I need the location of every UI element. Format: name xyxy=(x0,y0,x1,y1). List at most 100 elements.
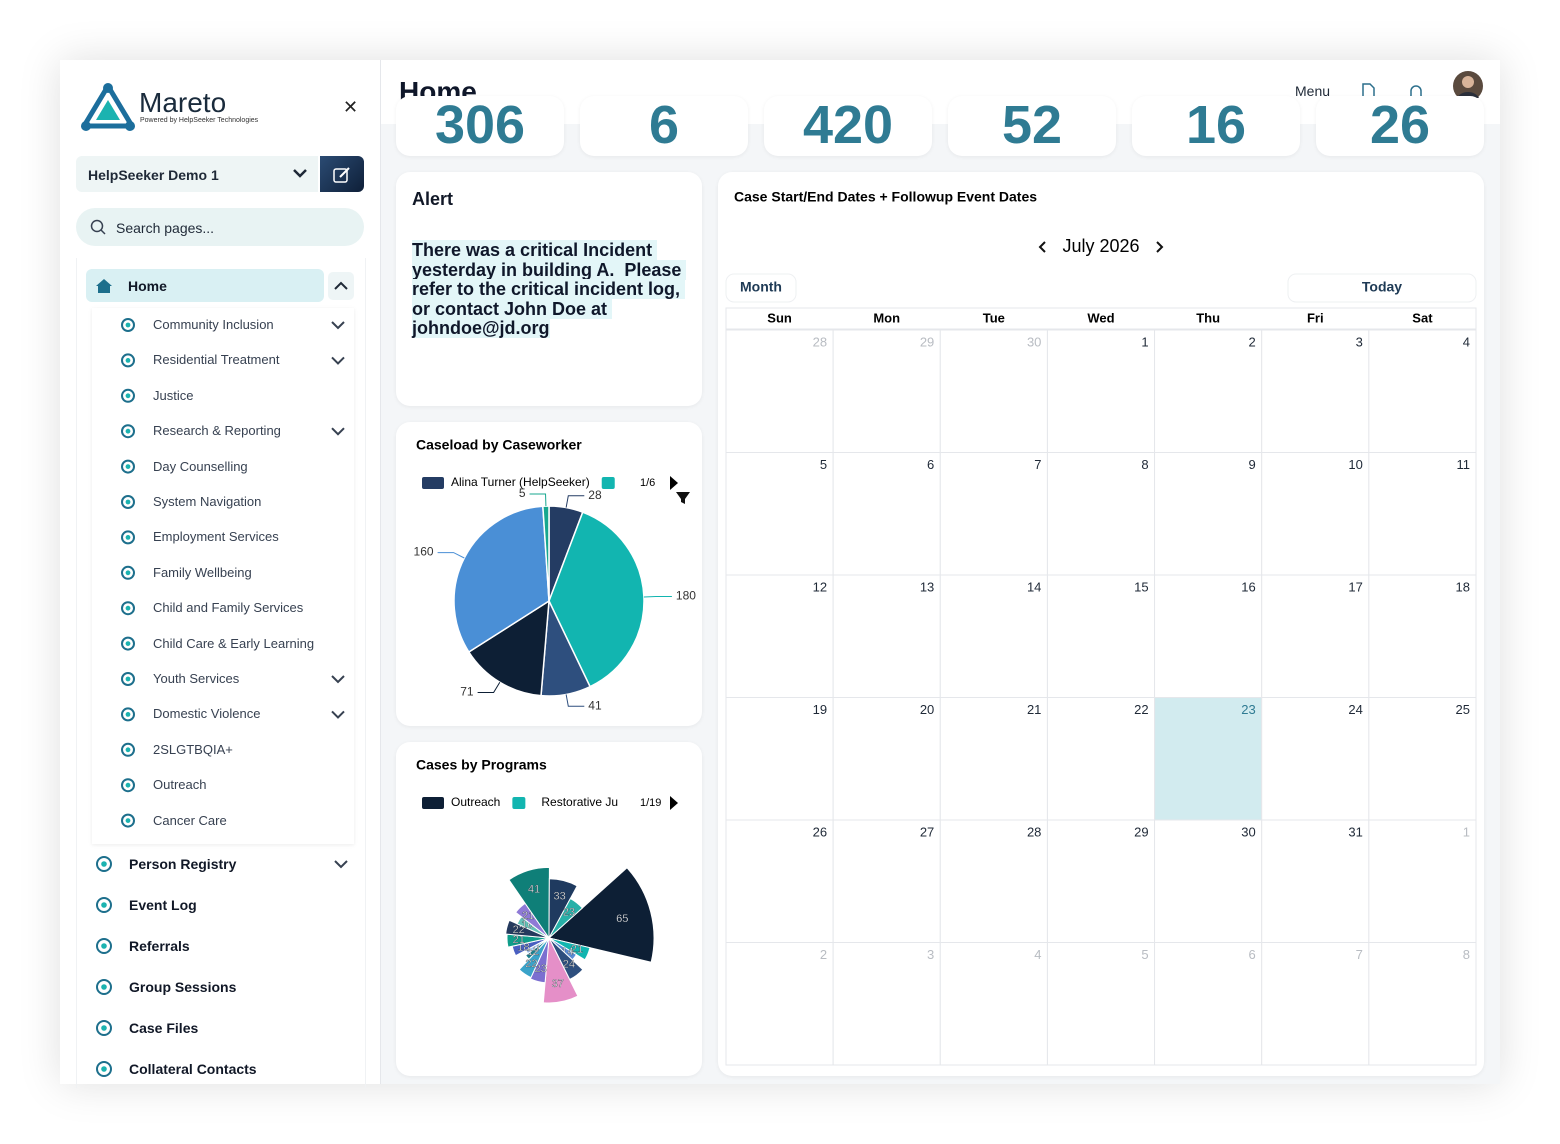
day-cell[interactable] xyxy=(1368,942,1477,1066)
search-placeholder: Search pages... xyxy=(116,220,215,236)
day-cell[interactable] xyxy=(1154,697,1263,821)
nav-item[interactable]: Case Files xyxy=(129,1020,199,1036)
day-cell[interactable] xyxy=(725,697,834,821)
legend-page: 1/19 xyxy=(640,797,661,809)
day-cell[interactable] xyxy=(725,574,834,698)
collapse-button[interactable] xyxy=(328,272,354,300)
edit-button[interactable] xyxy=(320,156,364,192)
day-cell[interactable] xyxy=(725,329,834,453)
day-cell[interactable] xyxy=(1046,574,1156,698)
nav-item[interactable]: Domestic Violence xyxy=(153,706,261,722)
day-cell[interactable] xyxy=(1046,329,1156,453)
day-number: 4 xyxy=(1463,334,1470,349)
day-cell[interactable] xyxy=(939,942,1048,1066)
day-cell[interactable] xyxy=(1368,819,1477,943)
day-cell[interactable] xyxy=(832,942,941,1066)
day-number: 5 xyxy=(1141,947,1148,962)
nav-item[interactable]: Family Wellbeing xyxy=(153,564,252,580)
legend-next[interactable] xyxy=(670,796,678,810)
nav-item[interactable]: Justice xyxy=(153,387,194,403)
day-number: 25 xyxy=(1456,702,1470,717)
day-cell[interactable] xyxy=(1368,452,1477,576)
nav-item[interactable]: Community Inclusion xyxy=(153,317,274,332)
nav-item[interactable]: System Navigation xyxy=(153,494,262,509)
nav-item[interactable]: Child and Family Services xyxy=(153,600,304,616)
day-cell[interactable] xyxy=(1046,452,1156,576)
day-cell[interactable] xyxy=(1046,697,1156,821)
day-cell[interactable] xyxy=(939,452,1048,576)
day-cell[interactable] xyxy=(939,697,1048,821)
legend-next[interactable] xyxy=(670,476,678,490)
calendar-title: Case Start/End Dates + Followup Event Da… xyxy=(734,189,1037,205)
day-cell[interactable] xyxy=(725,452,834,576)
nav-icon xyxy=(101,902,107,908)
close-button[interactable]: ✕ xyxy=(343,97,359,117)
nav-icon xyxy=(125,676,131,682)
data-label: 33 xyxy=(553,891,565,903)
home-icon xyxy=(96,279,112,293)
today-button-label: Today xyxy=(1362,279,1402,295)
nav-item[interactable]: Cancer Care xyxy=(153,812,227,828)
day-cell[interactable] xyxy=(1368,329,1477,453)
nav-item[interactable]: Group Sessions xyxy=(129,979,237,995)
leader-line xyxy=(477,682,501,694)
day-cell[interactable] xyxy=(939,574,1048,698)
prev-month[interactable] xyxy=(1038,241,1046,253)
day-number: 3 xyxy=(1356,334,1363,349)
day-cell[interactable] xyxy=(1261,697,1370,821)
day-number: 15 xyxy=(1134,579,1148,594)
day-cell[interactable] xyxy=(939,329,1048,453)
day-cell[interactable] xyxy=(939,819,1048,943)
nav-item[interactable]: Residential Treatment xyxy=(153,352,280,368)
day-cell[interactable] xyxy=(725,942,834,1066)
day-number: 24 xyxy=(1348,702,1362,717)
day-cell[interactable] xyxy=(1046,942,1156,1066)
day-cell[interactable] xyxy=(832,452,941,576)
org-select[interactable]: HelpSeeker Demo 1 xyxy=(76,156,318,192)
nav-item[interactable]: Collateral Contacts xyxy=(129,1061,257,1077)
today-button[interactable] xyxy=(1287,273,1477,303)
view-button[interactable] xyxy=(725,273,797,303)
day-cell[interactable] xyxy=(1154,452,1263,576)
day-number: 31 xyxy=(1348,824,1362,839)
nav-item[interactable]: Research & Reporting xyxy=(153,423,281,439)
day-cell[interactable] xyxy=(1261,329,1370,453)
nav-item[interactable]: Day Counselling xyxy=(153,458,248,474)
nav-item[interactable]: 2SLGTBQIA+ xyxy=(153,741,233,757)
day-number: 17 xyxy=(1348,579,1362,594)
nav-icon xyxy=(121,565,135,580)
next-month[interactable] xyxy=(1156,241,1164,253)
data-label: 22 xyxy=(513,924,525,936)
pie-slice xyxy=(453,505,550,654)
day-cell[interactable] xyxy=(1261,819,1370,943)
day-cell[interactable] xyxy=(832,697,941,821)
nav-item[interactable]: Referrals xyxy=(129,938,190,954)
day-cell[interactable] xyxy=(1154,329,1263,453)
day-cell[interactable] xyxy=(1261,452,1370,576)
nav-home[interactable]: Home xyxy=(86,269,324,302)
data-label: 37 xyxy=(552,978,564,990)
stat-card: 26 xyxy=(1316,96,1484,156)
day-cell[interactable] xyxy=(1368,697,1477,821)
nav-item[interactable]: Person Registry xyxy=(129,856,237,872)
day-cell[interactable] xyxy=(1154,942,1263,1066)
day-cell[interactable] xyxy=(1154,574,1263,698)
day-cell[interactable] xyxy=(1046,819,1156,943)
day-cell[interactable] xyxy=(1261,574,1370,698)
weekday: Sat xyxy=(1412,310,1433,325)
top-bar: Home Menu xyxy=(381,60,1500,124)
day-cell[interactable] xyxy=(832,574,941,698)
nav-item[interactable]: Employment Services xyxy=(153,529,279,545)
nav-item[interactable]: Youth Services xyxy=(153,671,240,686)
legend-page: 1/6 xyxy=(640,477,655,489)
leader-line xyxy=(437,552,465,559)
nav-item[interactable]: Outreach xyxy=(153,777,207,793)
menu-button[interactable]: Menu xyxy=(1295,83,1331,99)
nav-item[interactable]: Event Log xyxy=(129,897,197,913)
day-number: 21 xyxy=(1027,702,1041,717)
nav-icon xyxy=(125,499,131,505)
day-cell[interactable] xyxy=(1261,942,1370,1066)
search-box[interactable]: Search pages... xyxy=(76,208,364,246)
nav-item[interactable]: Child Care & Early Learning xyxy=(153,635,315,651)
